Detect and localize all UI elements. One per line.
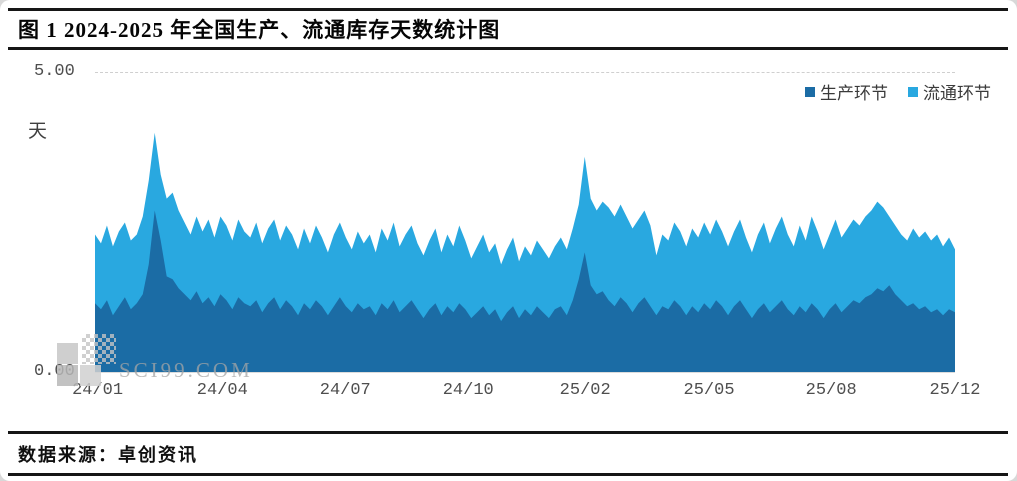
x-tick-label: 25/08 xyxy=(805,381,857,400)
legend: 生产环节 流通环节 xyxy=(805,79,991,104)
source-top-divider xyxy=(8,431,1008,434)
y-axis-unit-label: 天 xyxy=(28,121,48,142)
x-tick-label: 25/02 xyxy=(559,381,611,400)
data-source-label: 数据来源：卓创资讯 xyxy=(18,445,198,465)
figure-title: 图 1 2024-2025 年全国生产、流通库存天数统计图 xyxy=(18,18,501,42)
x-tick-label: 24/07 xyxy=(319,381,371,400)
legend-item-production: 生产环节 xyxy=(805,79,888,104)
x-tick-label: 24/04 xyxy=(196,381,248,400)
legend-item-circulation: 流通环节 xyxy=(908,79,991,104)
legend-swatch-icon xyxy=(908,86,918,97)
bottom-divider xyxy=(8,473,1008,476)
x-tick-label: 25/05 xyxy=(683,381,735,400)
watermark-logo-square xyxy=(57,343,78,364)
x-tick-label: 25/12 xyxy=(929,381,981,400)
x-axis-labels: 24/01 24/04 24/07 24/10 25/02 25/05 25/08 25/12 xyxy=(72,381,980,405)
legend-label: 流通环节 xyxy=(923,84,991,103)
y-axis-max-tick: 5.00 xyxy=(34,62,75,81)
title-divider xyxy=(8,47,1008,50)
legend-swatch-icon xyxy=(805,86,815,97)
production-area xyxy=(95,210,955,372)
x-tick-label: 24/10 xyxy=(442,381,494,400)
legend-label: 生产环节 xyxy=(820,84,888,103)
plot-area xyxy=(95,72,955,373)
x-tick-label: 24/01 xyxy=(72,381,124,400)
y-axis-min-tick: 0.00 xyxy=(34,362,75,381)
top-divider xyxy=(8,8,1008,11)
stacked-area-svg xyxy=(95,132,955,372)
